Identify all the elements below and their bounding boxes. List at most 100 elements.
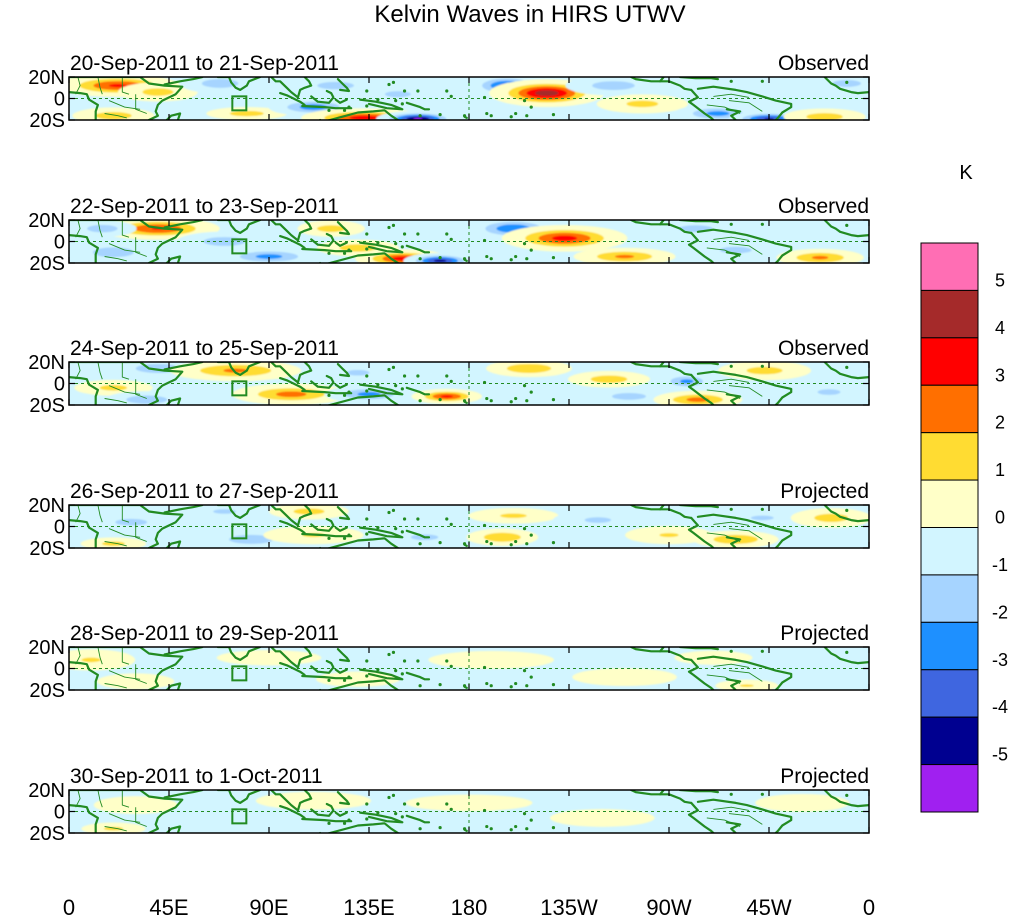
island <box>489 684 493 688</box>
island <box>449 237 453 241</box>
island <box>449 94 453 98</box>
island <box>365 89 369 93</box>
coastline <box>319 394 399 405</box>
island <box>365 674 369 678</box>
positive-anomaly <box>501 224 628 252</box>
border-line <box>135 94 147 114</box>
contour-level <box>614 254 635 259</box>
coastlines <box>69 647 869 690</box>
colorbar-swatch <box>920 574 979 623</box>
border-line <box>97 505 103 523</box>
coastline <box>405 244 431 254</box>
border-line <box>135 379 147 399</box>
island <box>436 549 439 552</box>
colorbar-swatch <box>920 384 979 434</box>
lat-tick-label: 20N <box>28 780 65 802</box>
country-borders <box>75 505 763 547</box>
colorbar-level-label: 5 <box>995 270 1005 290</box>
contour-level <box>255 254 283 259</box>
island <box>525 542 529 546</box>
contour-level <box>750 515 774 521</box>
coastline <box>301 532 353 538</box>
contour-level <box>626 100 659 108</box>
island <box>347 248 351 252</box>
coastline <box>216 647 262 661</box>
coastline <box>69 790 184 833</box>
coastline <box>216 505 262 519</box>
island <box>402 89 407 93</box>
colorbar-level-label: -2 <box>992 602 1008 622</box>
contour-level <box>680 379 694 384</box>
island <box>845 80 849 84</box>
coastline <box>310 802 335 817</box>
island <box>514 254 518 259</box>
contour-level <box>592 81 635 90</box>
coastline <box>69 661 99 690</box>
island <box>485 396 489 401</box>
panel-1: 20-Sep-2011 to 21-Sep-2011 Observed 20N020… <box>28 52 870 132</box>
coastline <box>630 220 666 226</box>
border-line <box>108 528 141 538</box>
island <box>391 793 396 797</box>
border-line <box>706 817 741 827</box>
island <box>522 384 527 388</box>
border-line <box>728 385 763 397</box>
panel-date-range: 24-Sep-2011 to 25-Sep-2011 <box>70 337 339 360</box>
island <box>436 121 439 124</box>
island <box>551 398 556 402</box>
island <box>489 257 493 261</box>
island <box>445 802 449 806</box>
panel-status-label: Projected <box>780 480 869 503</box>
coastline <box>823 77 869 95</box>
island <box>391 223 396 227</box>
chart-title: Kelvin Waves in HIRS UTWV <box>374 1 685 28</box>
island <box>391 80 396 84</box>
border-line <box>75 647 81 665</box>
coastline <box>823 220 869 238</box>
negative-anomaly <box>69 220 137 237</box>
colorbar-level-label: -1 <box>992 555 1008 575</box>
contour-level <box>201 79 239 88</box>
lat-tick-label: 0 <box>54 517 65 539</box>
island <box>402 232 407 236</box>
contour-level <box>317 81 354 90</box>
island <box>418 257 422 261</box>
island <box>416 89 420 93</box>
island <box>525 399 529 403</box>
panel-date-range: 30-Sep-2011 to 1-Oct-2011 <box>70 765 323 788</box>
contour-level <box>500 513 527 519</box>
border-line <box>728 670 763 682</box>
island <box>387 510 391 515</box>
island <box>729 222 733 226</box>
colorbar-swatch <box>920 242 979 291</box>
negative-anomaly <box>723 510 801 526</box>
contour-level <box>706 111 730 116</box>
island <box>327 678 331 682</box>
lon-tick-label: 90E <box>249 895 288 920</box>
island <box>525 114 529 118</box>
contour-level <box>95 112 132 120</box>
lat-tick-label: 20S <box>29 395 65 417</box>
islands <box>327 792 849 832</box>
border-line <box>75 505 81 523</box>
tick-marks <box>68 219 870 264</box>
negative-anomaly <box>294 77 377 94</box>
coastline <box>301 389 353 395</box>
coastline <box>359 526 404 539</box>
island <box>400 387 404 391</box>
island <box>418 827 422 831</box>
coastline <box>301 674 353 680</box>
island <box>438 826 442 830</box>
panel-date-range: 20-Sep-2011 to 21-Sep-2011 <box>70 52 339 75</box>
reference-box <box>231 238 248 255</box>
island <box>438 256 442 260</box>
border-line <box>75 77 81 95</box>
island <box>400 245 404 249</box>
coastline <box>216 790 262 804</box>
island <box>365 659 369 663</box>
island <box>418 684 422 688</box>
contour-level <box>255 791 372 810</box>
colorbar-swatch <box>920 479 979 528</box>
border-line <box>706 247 741 257</box>
plot-area <box>69 505 869 552</box>
